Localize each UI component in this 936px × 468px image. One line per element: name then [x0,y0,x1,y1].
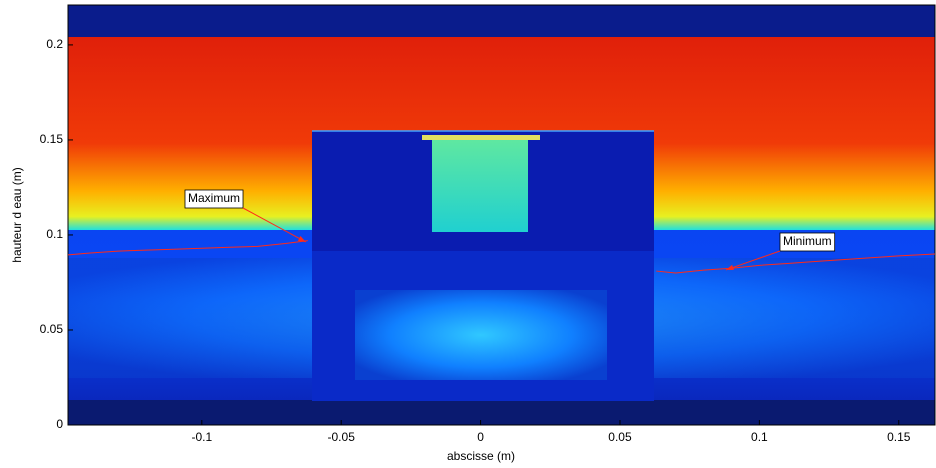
arrow-head [725,264,734,271]
image [68,5,935,425]
x-tick-label: 0 [477,430,484,444]
y-tick-label: 0.2 [46,37,63,51]
y-axis-label: hauteur d eau (m) [10,167,24,262]
annotation-arrow [242,207,307,243]
arrow-head [297,235,306,242]
y-tick-label: 0 [56,417,63,431]
x-tick-label: 0.1 [751,430,768,444]
y-tick-label: 0.15 [40,132,64,146]
x-axis-label: abscisse (m) [447,449,515,463]
y-tick-label: 0.05 [40,322,64,336]
annotation-box [779,232,836,252]
x-tick-label: 0.05 [608,430,632,444]
x-tick-label: 0.15 [887,430,911,444]
y-tick-label: 0.1 [46,227,63,241]
plot-frame [67,4,936,426]
x-tick-label: -0.1 [191,430,212,444]
x-tick-label: -0.05 [328,430,356,444]
level-line [656,253,936,274]
annotation-text: Maximum [188,191,240,205]
annotation-arrow [725,250,781,271]
annotation-box [184,189,244,209]
level-line [67,240,308,256]
annotation-text: Minimum [783,234,832,248]
